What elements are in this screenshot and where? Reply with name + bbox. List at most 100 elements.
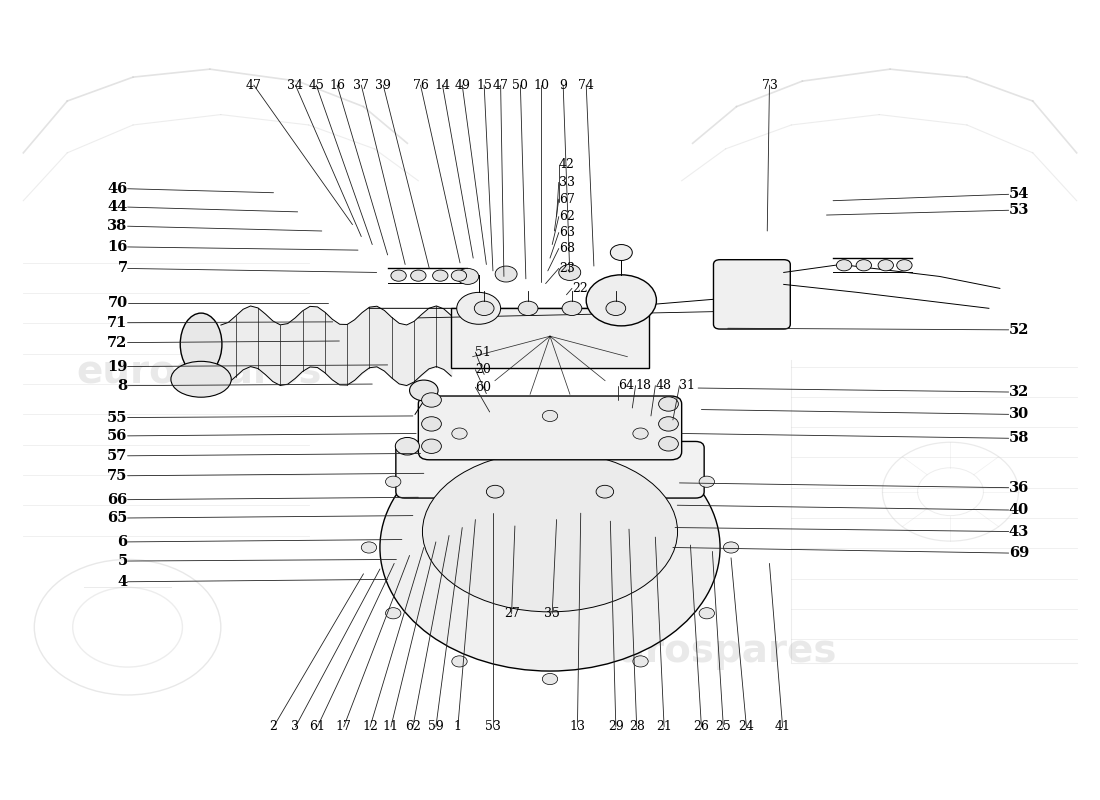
Circle shape <box>632 428 648 439</box>
Circle shape <box>395 438 419 455</box>
Text: 70: 70 <box>108 296 128 310</box>
Text: 40: 40 <box>1009 503 1028 517</box>
Circle shape <box>659 417 679 431</box>
Text: 25: 25 <box>715 720 732 734</box>
Circle shape <box>486 486 504 498</box>
Text: 73: 73 <box>761 78 778 91</box>
Circle shape <box>896 260 912 271</box>
Text: 42: 42 <box>559 158 574 171</box>
Circle shape <box>606 301 626 315</box>
Text: 22: 22 <box>572 282 587 295</box>
Text: 72: 72 <box>107 336 128 350</box>
Text: 18: 18 <box>636 379 651 392</box>
Circle shape <box>632 656 648 667</box>
Text: 45: 45 <box>308 78 324 91</box>
Text: 62: 62 <box>405 720 421 734</box>
Circle shape <box>518 301 538 315</box>
Text: 16: 16 <box>107 240 128 254</box>
Circle shape <box>610 245 632 261</box>
Text: 27: 27 <box>504 607 519 620</box>
Text: 51: 51 <box>475 346 492 358</box>
Text: 7: 7 <box>118 262 128 275</box>
Circle shape <box>456 292 501 324</box>
Circle shape <box>361 542 376 553</box>
Text: 55: 55 <box>107 410 128 425</box>
Circle shape <box>562 301 582 315</box>
Circle shape <box>724 542 739 553</box>
Circle shape <box>452 656 468 667</box>
Text: 19: 19 <box>107 359 128 374</box>
Circle shape <box>421 439 441 454</box>
Text: 44: 44 <box>108 200 128 214</box>
Text: 5: 5 <box>118 554 128 568</box>
Circle shape <box>559 265 581 281</box>
Text: 33: 33 <box>559 176 575 189</box>
Text: 75: 75 <box>107 469 128 482</box>
Circle shape <box>856 260 871 271</box>
Text: 58: 58 <box>1009 431 1028 446</box>
Text: 14: 14 <box>434 78 451 91</box>
Text: 54: 54 <box>1009 187 1028 202</box>
Text: 10: 10 <box>534 78 549 91</box>
Text: 74: 74 <box>579 78 594 91</box>
Circle shape <box>409 380 438 401</box>
Text: 12: 12 <box>362 720 378 734</box>
Text: 76: 76 <box>412 78 429 91</box>
Text: 49: 49 <box>454 78 470 91</box>
Circle shape <box>432 270 448 282</box>
FancyBboxPatch shape <box>714 260 790 329</box>
Text: 39: 39 <box>375 78 392 91</box>
Text: 64: 64 <box>618 379 634 392</box>
Text: 3: 3 <box>292 720 299 734</box>
Circle shape <box>385 476 400 487</box>
Text: 66: 66 <box>108 493 128 506</box>
Text: 50: 50 <box>513 78 528 91</box>
Circle shape <box>542 410 558 422</box>
Text: 41: 41 <box>774 720 791 734</box>
Circle shape <box>474 301 494 315</box>
Text: 43: 43 <box>1009 525 1028 538</box>
Text: 26: 26 <box>693 720 710 734</box>
Text: 63: 63 <box>559 226 575 239</box>
FancyBboxPatch shape <box>396 442 704 498</box>
Circle shape <box>421 393 441 407</box>
Text: 56: 56 <box>107 429 128 443</box>
Text: 32: 32 <box>1009 385 1028 399</box>
Circle shape <box>385 608 400 619</box>
Text: 13: 13 <box>570 720 585 734</box>
Text: 67: 67 <box>559 193 574 206</box>
Circle shape <box>390 270 406 282</box>
Text: 61: 61 <box>309 720 326 734</box>
Ellipse shape <box>180 313 222 375</box>
Text: 62: 62 <box>559 210 574 223</box>
Ellipse shape <box>422 451 678 612</box>
Ellipse shape <box>170 362 231 398</box>
Circle shape <box>659 437 679 451</box>
Text: 28: 28 <box>629 720 645 734</box>
Text: 24: 24 <box>738 720 755 734</box>
Text: 59: 59 <box>428 720 443 734</box>
Bar <box>451 308 649 368</box>
Text: 20: 20 <box>475 363 492 376</box>
Circle shape <box>456 269 478 285</box>
Text: 57: 57 <box>107 449 128 463</box>
Text: 37: 37 <box>353 78 370 91</box>
Text: 11: 11 <box>383 720 399 734</box>
Text: 68: 68 <box>559 242 575 255</box>
Text: 34: 34 <box>287 78 304 91</box>
Text: 53: 53 <box>1009 203 1028 218</box>
Circle shape <box>700 608 715 619</box>
Text: 15: 15 <box>476 78 492 91</box>
Text: 65: 65 <box>107 511 128 525</box>
Circle shape <box>586 275 657 326</box>
Text: 16: 16 <box>329 78 345 91</box>
Circle shape <box>596 486 614 498</box>
Text: 23: 23 <box>559 262 574 275</box>
Text: 9: 9 <box>559 78 568 91</box>
Text: 30: 30 <box>1009 407 1028 422</box>
Text: 4: 4 <box>118 574 128 589</box>
Text: 1: 1 <box>454 720 462 734</box>
Circle shape <box>542 674 558 685</box>
FancyBboxPatch shape <box>418 396 682 460</box>
Text: 6: 6 <box>118 535 128 549</box>
